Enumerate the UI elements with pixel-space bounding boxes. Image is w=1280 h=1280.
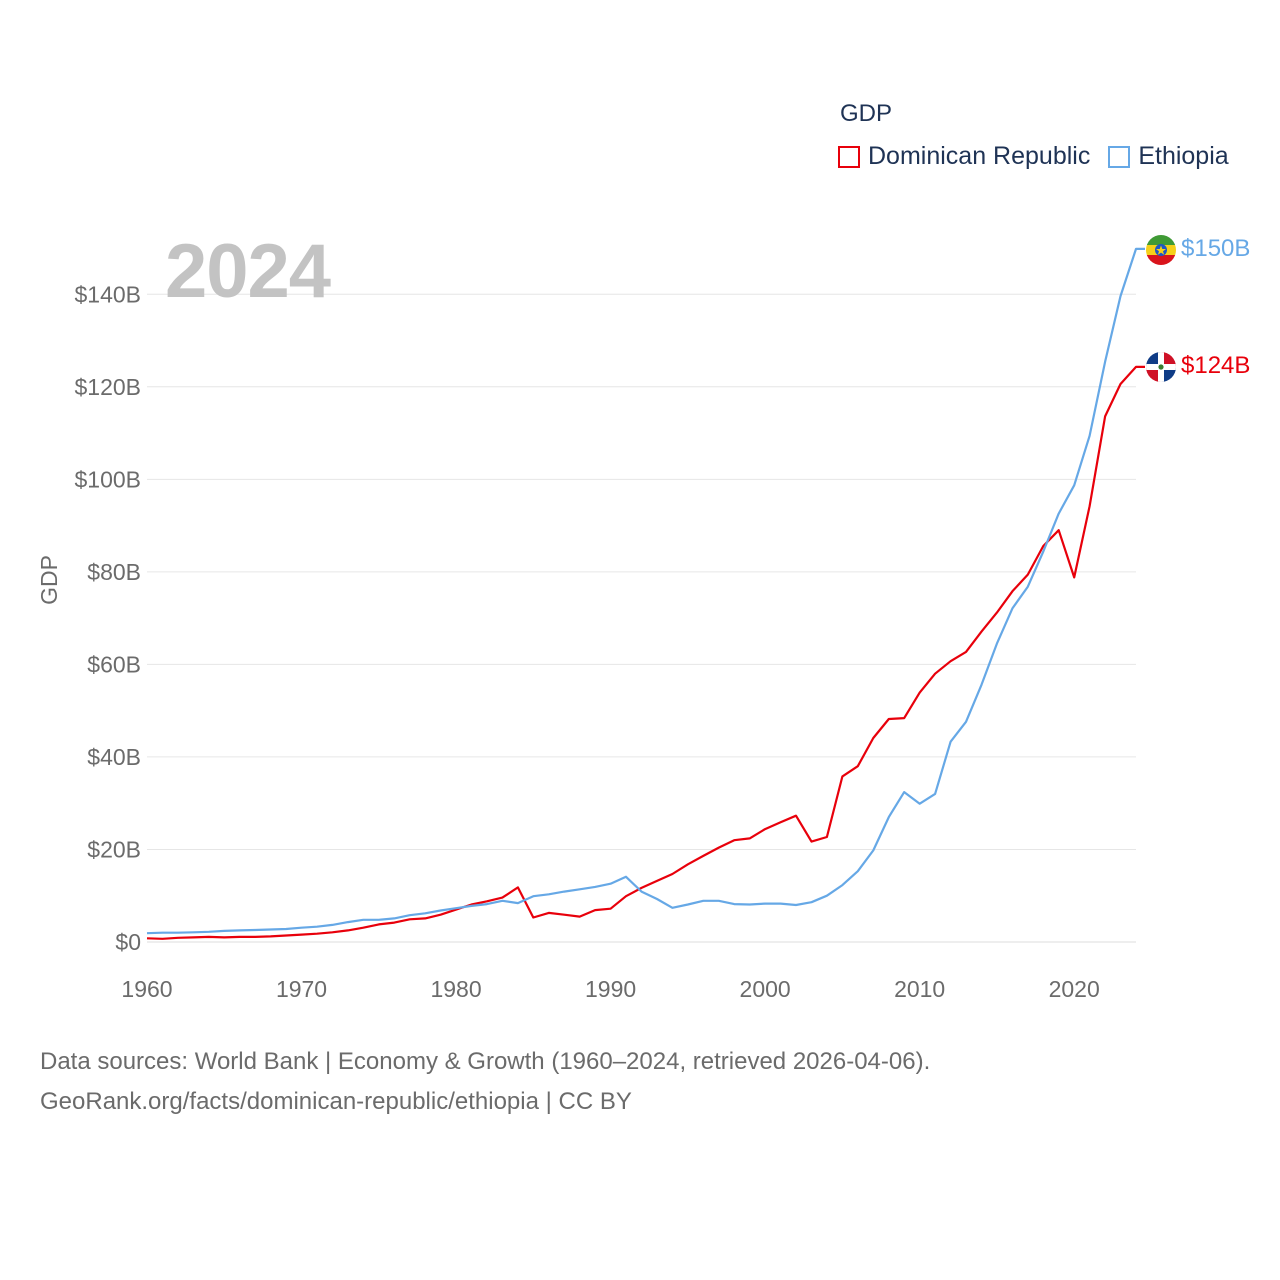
- legend-title: GDP: [840, 100, 893, 127]
- source-line-1: Data sources: World Bank | Economy & Gro…: [40, 1048, 931, 1075]
- y-tick-label: $60B: [87, 651, 141, 677]
- y-tick-label: $0: [115, 929, 141, 955]
- ethiopia-end-value-label: $150B: [1181, 235, 1250, 262]
- x-tick-label: 1970: [276, 976, 327, 1002]
- chart-series: [146, 247, 1145, 940]
- x-tick-label: 1990: [585, 976, 636, 1002]
- legend-label-dominican-republic: Dominican Republic: [868, 142, 1091, 170]
- x-tick-label: 1980: [430, 976, 481, 1002]
- series-line-ethiopia[interactable]: [146, 247, 1145, 935]
- x-tick-label: 1960: [121, 976, 172, 1002]
- source-line-2: GeoRank.org/facts/dominican-republic/eth…: [40, 1088, 632, 1115]
- ethiopia-flag-icon: [1146, 235, 1176, 265]
- y-axis-ticks: $0 $20B $40B $60B $80B $100B $120B $140B: [74, 281, 141, 955]
- y-axis-label: GDP: [36, 555, 62, 605]
- legend-label-ethiopia: Ethiopia: [1138, 142, 1229, 170]
- dominican-republic-swatch-icon: [838, 145, 860, 168]
- dominican-republic-flag-icon: [1146, 352, 1176, 382]
- dominican-republic-end-value-label: $124B: [1181, 352, 1250, 379]
- chart-legend: Dominican Republic Ethiopia: [838, 142, 1247, 171]
- legend-item-ethiopia[interactable]: Ethiopia: [1108, 142, 1229, 171]
- ethiopia-swatch-icon: [1108, 145, 1131, 168]
- legend-item-dominican-republic[interactable]: Dominican Republic: [838, 142, 1090, 171]
- y-tick-label: $20B: [87, 836, 141, 862]
- y-tick-label: $40B: [87, 744, 141, 770]
- x-tick-label: 2000: [740, 976, 791, 1002]
- x-axis-ticks: 1960 1970 1980 1990 2000 2010 2020: [121, 976, 1099, 1002]
- series-line-dominican-republic[interactable]: [146, 365, 1145, 940]
- x-tick-label: 2020: [1049, 976, 1100, 1002]
- data-source-note: Data sources: World Bank | Economy & Gro…: [40, 1042, 930, 1122]
- y-tick-label: $80B: [87, 559, 141, 585]
- chart-grid: [147, 293, 1136, 943]
- y-tick-label: $100B: [74, 466, 141, 492]
- current-year-label: 2024: [165, 229, 331, 314]
- y-tick-label: $120B: [74, 374, 141, 400]
- y-tick-label: $140B: [74, 281, 141, 307]
- x-tick-label: 2010: [894, 976, 945, 1002]
